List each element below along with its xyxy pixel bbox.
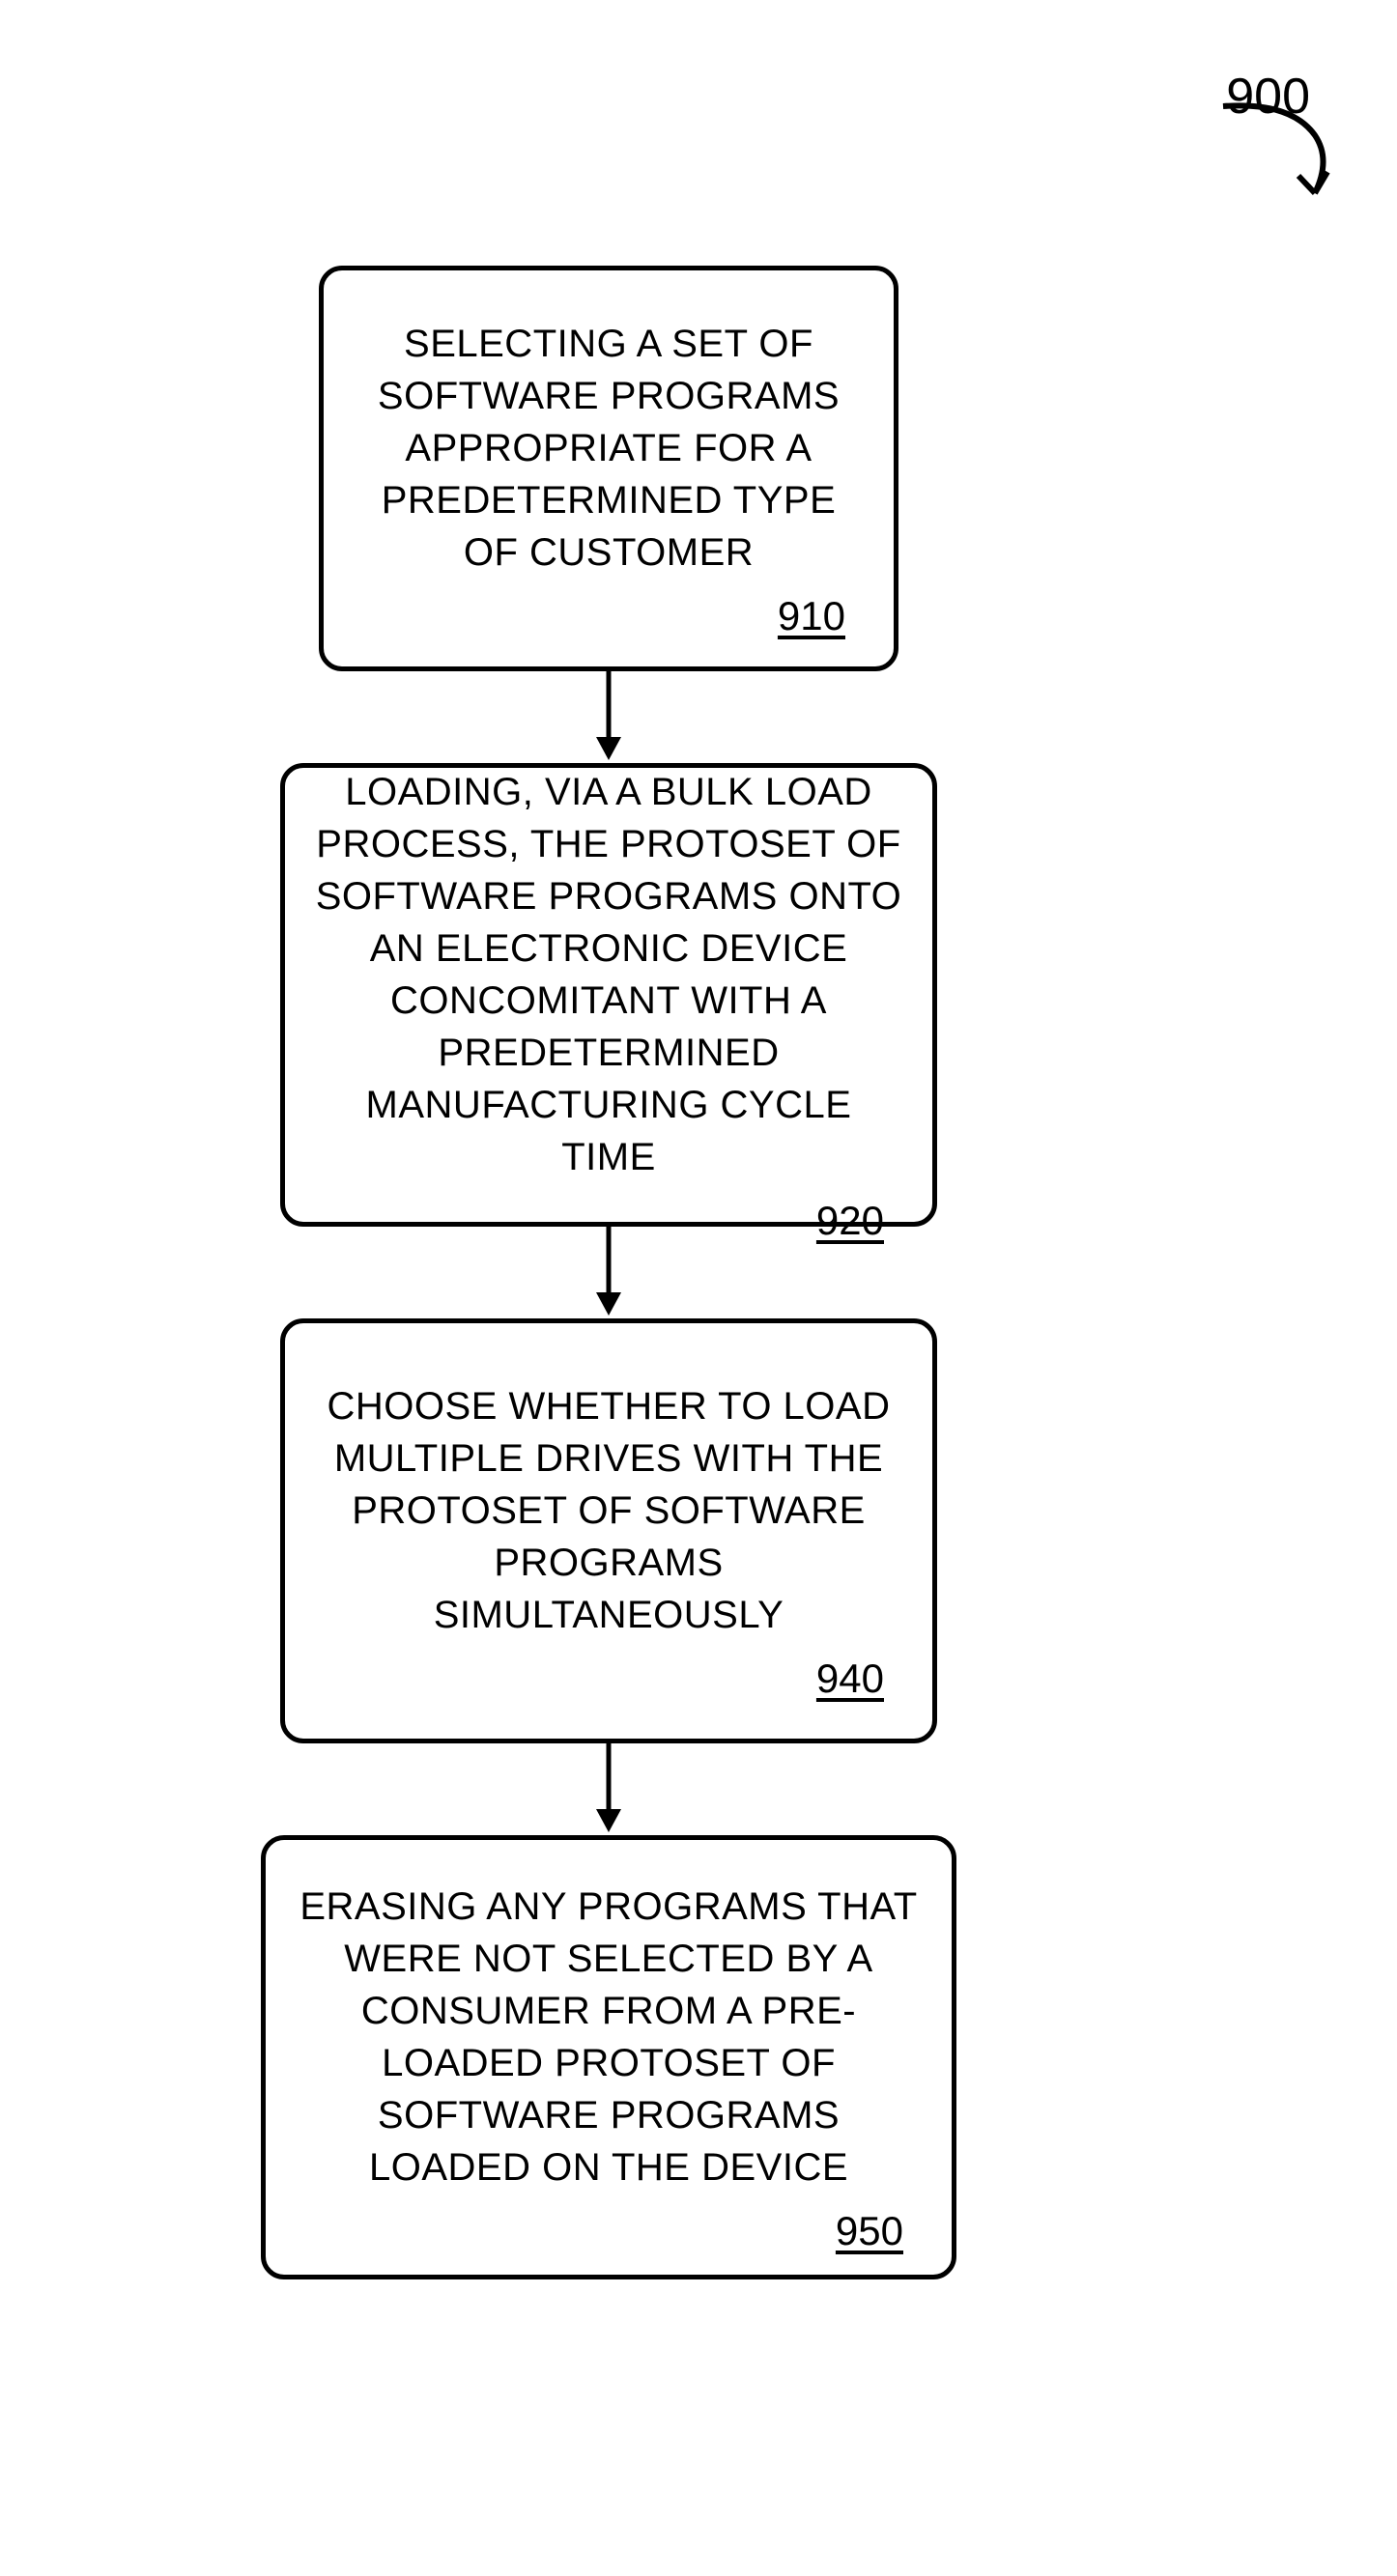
box-910-text: SELECTING A SET OF SOFTWARE PROGRAMS APP… <box>353 318 865 579</box>
box-910-ref: 910 <box>353 593 865 639</box>
box-950-ref: 950 <box>295 2208 923 2254</box>
box-940-text: CHOOSE WHETHER TO LOAD MULTIPLE DRIVES W… <box>314 1380 903 1641</box>
flow-box-950: ERASING ANY PROGRAMS THAT WERE NOT SELEC… <box>261 1835 956 2279</box>
flow-box-920: LOADING, VIA A BULK LOAD PROCESS, THE PR… <box>280 763 937 1227</box>
flowchart-container: SELECTING A SET OF SOFTWARE PROGRAMS APP… <box>271 266 947 2279</box>
box-920-text: LOADING, VIA A BULK LOAD PROCESS, THE PR… <box>314 766 903 1183</box>
curved-reference-arrow <box>1213 87 1349 222</box>
box-950-text: ERASING ANY PROGRAMS THAT WERE NOT SELEC… <box>295 1881 923 2194</box>
arrow-910-to-920 <box>271 671 947 763</box>
flow-box-940: CHOOSE WHETHER TO LOAD MULTIPLE DRIVES W… <box>280 1318 937 1743</box>
box-920-ref: 920 <box>314 1198 903 1244</box>
arrow-940-to-950 <box>271 1743 947 1835</box>
flow-box-910: SELECTING A SET OF SOFTWARE PROGRAMS APP… <box>319 266 898 671</box>
box-940-ref: 940 <box>314 1656 903 1702</box>
